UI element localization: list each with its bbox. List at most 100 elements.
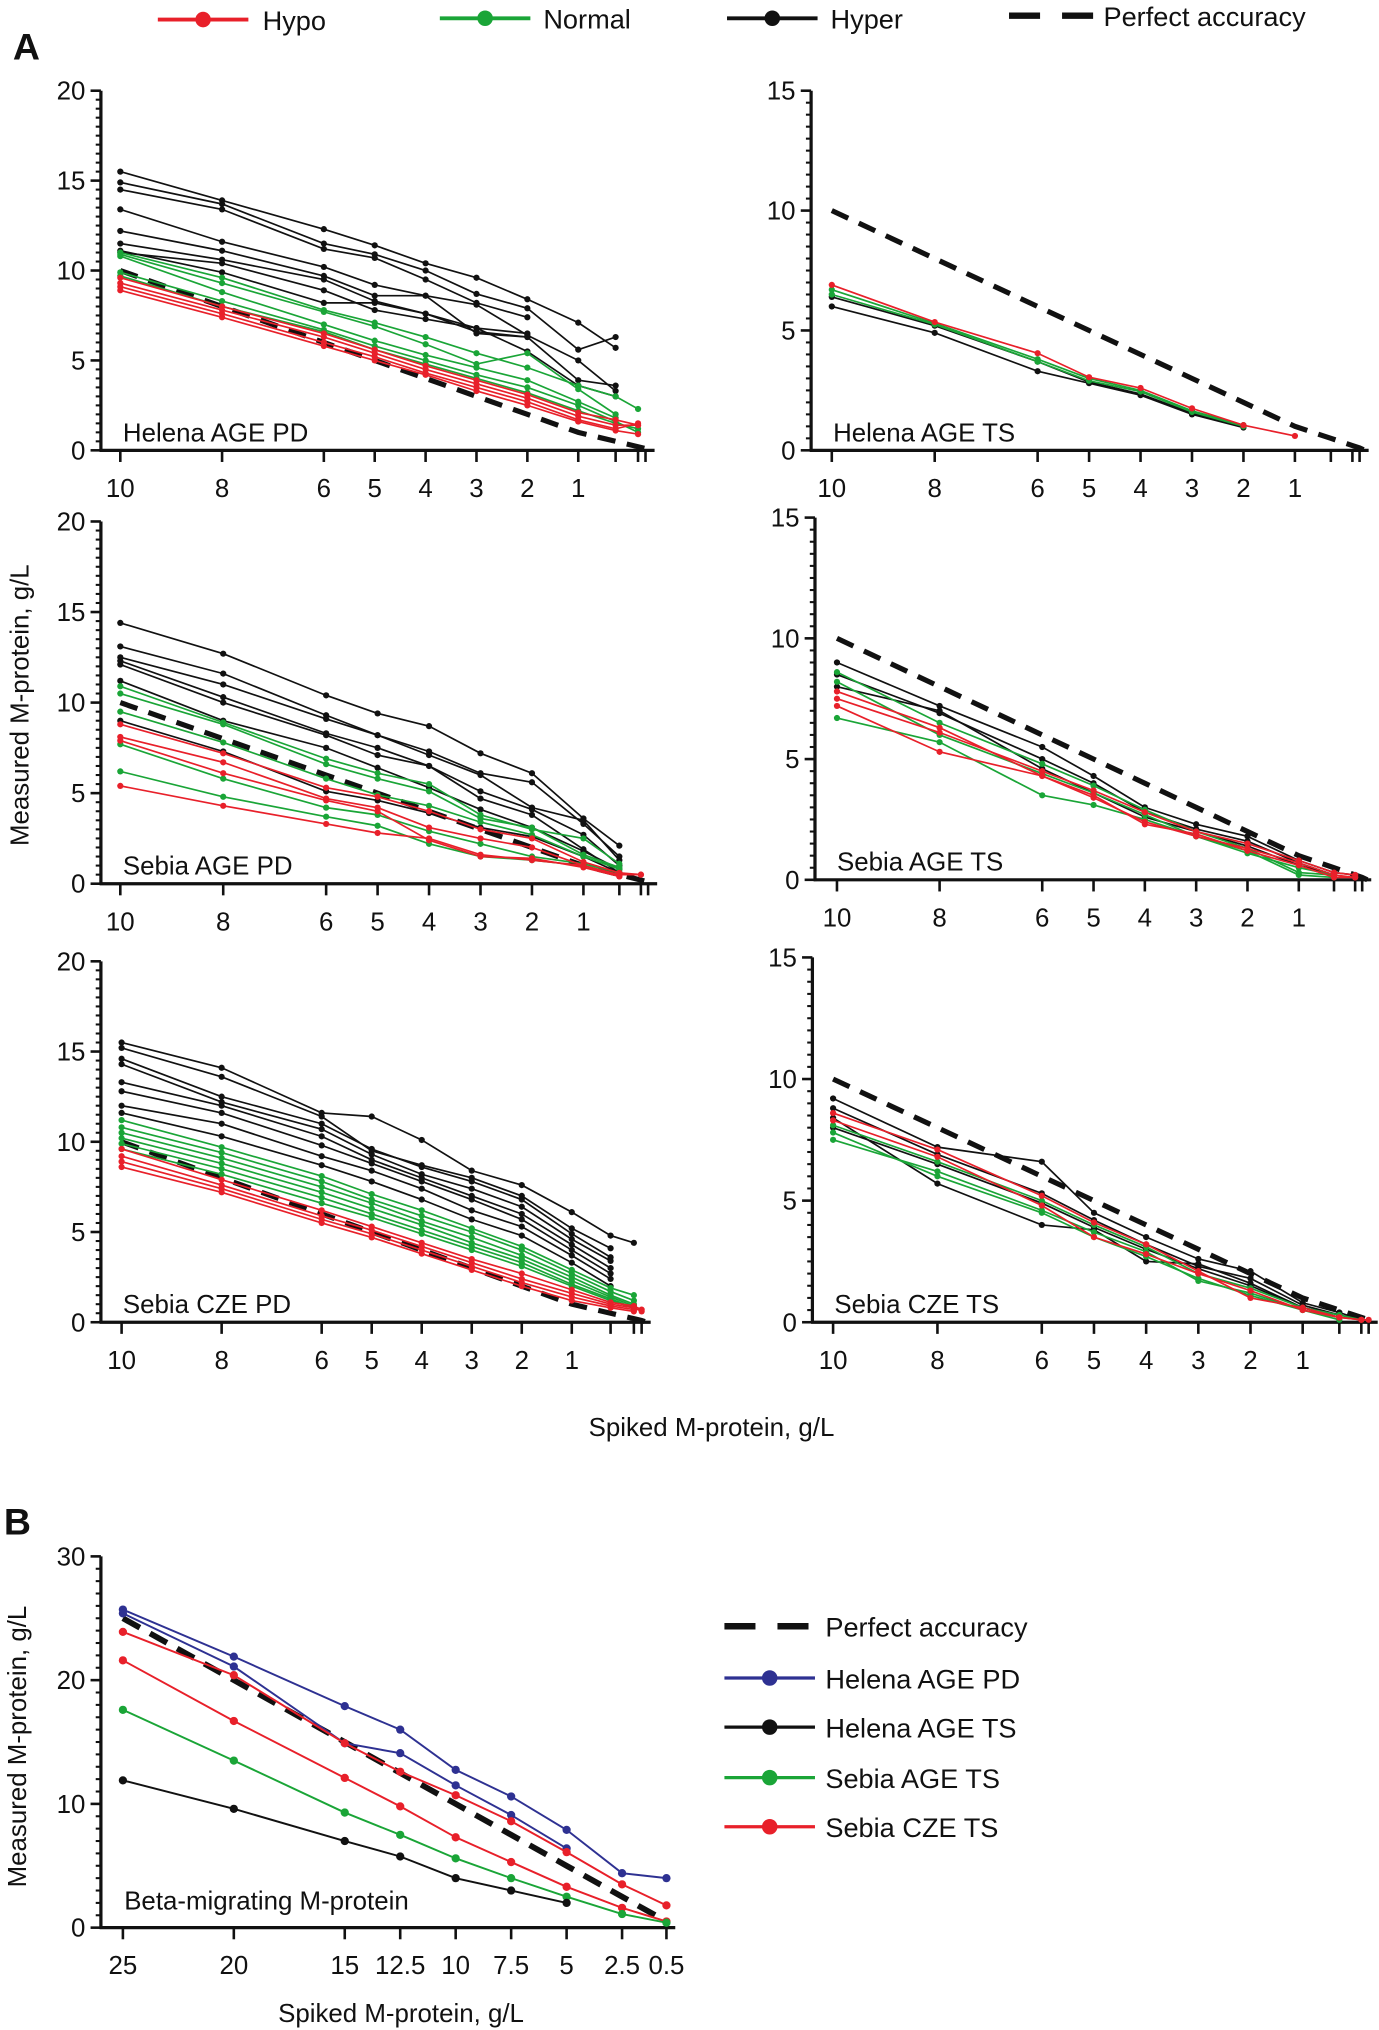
data-point-normal	[418, 1230, 425, 1237]
data-point-hyper	[320, 245, 327, 253]
data-point-hypo	[1034, 350, 1041, 357]
data-point-hypo	[1193, 833, 1200, 840]
data-point-hyper	[568, 1241, 575, 1248]
data-point-hyper	[518, 1210, 525, 1218]
data-point-hyper	[318, 1162, 325, 1169]
data-point-normal	[323, 755, 330, 762]
data-point-hyper	[829, 1105, 837, 1112]
data-point-hyper	[220, 670, 227, 677]
y-tick-label: 10	[768, 1066, 797, 1094]
legend-b-item-sebia-cze-ts: Sebia CZE TS	[724, 1812, 998, 1843]
data-point-normal	[117, 768, 124, 775]
data-point-hyper	[218, 1093, 225, 1100]
data-point-hyper	[118, 1055, 125, 1062]
y-tick-label: 30	[57, 1543, 86, 1571]
series-hyper	[118, 1102, 614, 1283]
data-point-hyper	[218, 206, 226, 213]
data-point-sebia-age-ts	[507, 1874, 516, 1883]
data-point-normal	[934, 1168, 941, 1175]
data-point-normal	[829, 1122, 837, 1129]
data-point-hyper	[371, 281, 378, 289]
x-tick-label: 1	[576, 908, 590, 936]
data-point-normal	[1195, 1275, 1202, 1282]
x-tick-label: 8	[216, 908, 230, 936]
series-hyper	[117, 661, 623, 876]
data-point-hyper	[1247, 1275, 1254, 1282]
data-point-normal	[1039, 760, 1046, 768]
x-tick-label: 6	[1035, 904, 1049, 932]
data-point-hyper	[418, 1178, 425, 1185]
data-point-hypo	[518, 1283, 525, 1290]
data-point-hypo	[528, 857, 536, 864]
data-point-normal	[468, 1228, 475, 1236]
data-point-hyper	[320, 226, 327, 233]
x-tick-label: 4	[415, 1347, 429, 1375]
data-point-helena-age-pd	[229, 1652, 238, 1661]
series-hyper	[833, 671, 1338, 879]
data-point-normal	[117, 690, 124, 697]
data-point-hyper	[1039, 743, 1046, 751]
x-tick-label: 25	[109, 1952, 138, 1980]
x-tick-label: 6	[317, 475, 331, 503]
legend-b: Perfect accuracy Helena AGE PD Helena AG…	[724, 1612, 1028, 1843]
data-point-sebia-cze-ts	[507, 1817, 516, 1826]
data-point-helena-age-pd	[396, 1749, 405, 1758]
data-point-normal	[524, 350, 531, 357]
data-point-normal	[318, 1189, 325, 1196]
x-tick-label: 5	[368, 475, 382, 503]
data-point-normal	[118, 1129, 125, 1136]
data-point-hyper	[1247, 1268, 1254, 1275]
x-tick-label: 10	[823, 904, 852, 932]
x-tick-label: 15	[330, 1952, 359, 1980]
data-point-hyper	[117, 227, 124, 235]
panel-label: Sebia CZE PD	[123, 1291, 291, 1319]
data-point-hyper	[218, 1102, 225, 1109]
data-point-hyper	[616, 842, 623, 849]
data-point-hypo	[1240, 422, 1247, 429]
series-line-hypo	[831, 284, 1296, 437]
data-point-normal	[934, 1173, 941, 1180]
series-line-hypo	[121, 1166, 635, 1313]
legend-marker-hypo	[195, 11, 211, 28]
data-point-hypo	[1291, 432, 1299, 440]
data-point-hyper	[374, 752, 381, 759]
data-point-helena-age-pd	[451, 1781, 460, 1790]
data-point-hyper	[218, 200, 226, 208]
series-hyper	[117, 179, 619, 353]
data-point-hyper	[1090, 772, 1097, 780]
data-point-hypo	[936, 748, 943, 755]
data-point-normal	[118, 1124, 125, 1131]
x-tick-label: 7.5	[493, 1952, 529, 1980]
x-tick-label: 10	[106, 908, 135, 936]
data-point-hypo	[374, 808, 381, 815]
data-point-hypo	[220, 770, 227, 777]
data-point-hyper	[528, 811, 536, 818]
series-normal	[828, 286, 1247, 429]
panel-label: Sebia AGE TS	[837, 849, 1003, 877]
data-point-normal	[323, 804, 330, 811]
data-point-normal	[1034, 356, 1041, 363]
x-tick-label: 1	[571, 475, 585, 503]
series-line-hypo	[120, 289, 639, 435]
x-tick-label: 10	[819, 1347, 848, 1375]
x-tick-label: 5	[1087, 1347, 1101, 1375]
data-point-hypo	[374, 829, 381, 837]
data-point-normal	[833, 714, 841, 722]
perfect-accuracy-line	[121, 1615, 668, 1925]
data-point-hyper	[425, 762, 433, 770]
panel-label: Sebia CZE TS	[834, 1291, 999, 1319]
data-point-hyper	[218, 1120, 225, 1127]
data-point-normal	[612, 393, 619, 400]
chart-sebia-cze-ts: 0 5 10 15 10 8 6 5 4 3 2 1 Sebia CZE TS	[768, 944, 1378, 1375]
series-normal	[117, 251, 619, 418]
data-point-hypo	[829, 1117, 837, 1124]
data-point-hyper	[218, 1064, 225, 1071]
data-point-normal	[1039, 792, 1046, 799]
data-point-helena-age-ts	[507, 1886, 516, 1895]
data-point-hypo	[477, 835, 484, 842]
data-point-normal	[218, 274, 226, 281]
data-point-hypo	[320, 333, 327, 341]
y-tick-label: 15	[767, 78, 796, 106]
perfect-accuracy-line	[830, 208, 1366, 453]
series-line-normal	[121, 1148, 635, 1309]
